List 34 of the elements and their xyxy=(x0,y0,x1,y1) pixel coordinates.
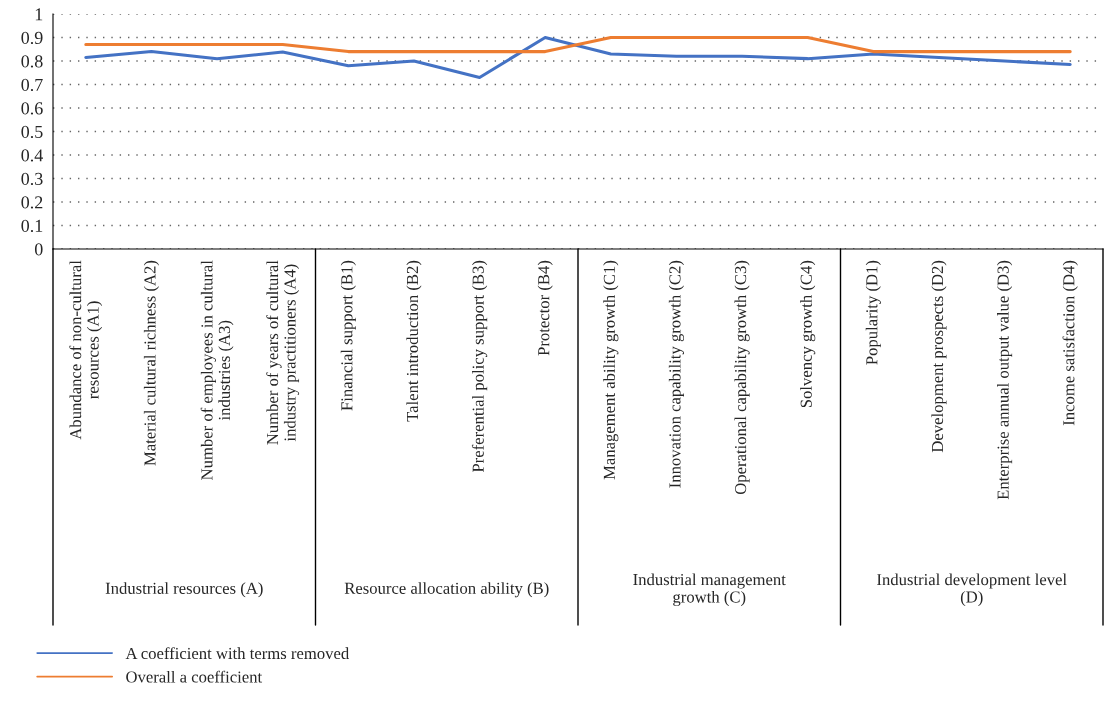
x-tick-label: Innovation capability growth (C2) xyxy=(668,260,685,488)
y-tick-label: 0.4 xyxy=(21,149,43,162)
y-tick-label: 0.3 xyxy=(21,172,43,186)
line-series xyxy=(84,35,1072,79)
x-tick-label: Talent introduction (B2) xyxy=(406,260,422,422)
legend-label: A coefficient with terms removed xyxy=(125,647,349,660)
y-tick-label: 0.5 xyxy=(21,125,43,139)
text: Resource allocation ability (B) xyxy=(344,582,549,598)
x-tick-label: Material cultural richness (A2) xyxy=(143,260,159,466)
x-tick-label: Operational capability growth (C3) xyxy=(734,260,750,495)
x-tick-label: Management ability growth (C1) xyxy=(603,260,619,480)
x-tick-label: Financial support (B1) xyxy=(340,260,356,411)
x-tick-label: Enterprise annual output value (D3) xyxy=(997,260,1013,500)
x-tick-label: Development prospects (D2) xyxy=(931,260,947,453)
y-tick-label: 0.8 xyxy=(21,55,43,68)
y-tick-label: 0.7 xyxy=(21,78,43,92)
x-tick-label: Abundance of non-cultural resources (A1) xyxy=(69,260,103,440)
y-tick-label: 0.1 xyxy=(21,219,43,233)
y-tick-label: 0 xyxy=(34,243,43,256)
y-tick-label: 0.9 xyxy=(21,31,43,45)
x-tick-label: Preferential policy support (B3) xyxy=(471,260,488,473)
text: Industrial management growth (C) xyxy=(633,573,786,607)
y-tick-label: 1 xyxy=(35,8,43,21)
x-tick-label: Protector (B4) xyxy=(537,260,553,356)
y-tick-label: 0.6 xyxy=(21,102,43,115)
x-tick-label: Income satisfaction (D4) xyxy=(1062,260,1078,426)
x-tick-label: Number of years of cultural industry practitioners (A4) xyxy=(266,260,300,445)
y-tick-label: 0.2 xyxy=(21,196,43,209)
text: Industrial resources (A) xyxy=(105,582,263,598)
text: Industrial development level (D) xyxy=(877,573,1067,607)
x-tick-label: Solvency growth (C4) xyxy=(800,260,816,408)
legend-label: Overall a coefficient xyxy=(126,670,263,683)
x-tick-label: Popularity (D1) xyxy=(865,260,881,365)
x-tick-label: Number of employees in cultural industries (A3) xyxy=(200,260,234,480)
